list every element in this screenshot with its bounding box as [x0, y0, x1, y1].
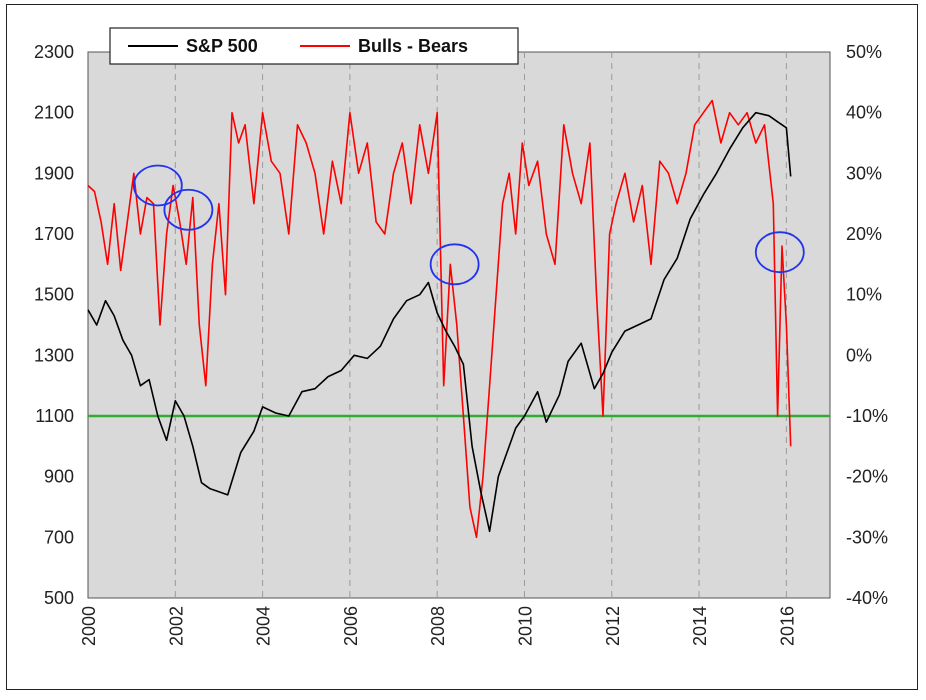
y-right-tick-label: -40% [846, 588, 888, 608]
y-right-tick-label: -30% [846, 527, 888, 547]
y-left-tick-label: 2300 [34, 42, 74, 62]
x-tick-label: 2012 [603, 606, 623, 646]
y-left-tick-label: 1100 [35, 406, 74, 426]
y-right-tick-label: -10% [846, 406, 888, 426]
x-tick-label: 2002 [166, 606, 186, 646]
y-left-tick-label: 700 [44, 527, 74, 547]
y-left-tick-label: 2100 [34, 103, 74, 123]
x-tick-label: 2008 [428, 606, 448, 646]
y-right-tick-label: 50% [846, 42, 882, 62]
plot-area [87, 51, 831, 599]
x-tick-label: 2006 [341, 606, 361, 646]
y-right-tick-label: -20% [846, 467, 888, 487]
y-left-tick-label: 500 [44, 588, 74, 608]
annotation-ellipse [132, 164, 183, 207]
y-right-tick-label: 10% [846, 285, 882, 305]
y-right-tick-label: 20% [846, 224, 882, 244]
series-line-sp500 [87, 111, 792, 533]
annotation-ellipse [163, 188, 214, 231]
legend-label-sp500: S&P 500 [186, 36, 258, 56]
right-axis: 50% 40% 30% 20% 10% 0% -10% -20% -30% -40% [846, 42, 888, 608]
annotation-ellipse [429, 243, 480, 286]
legend-label-bulls-bears: Bulls - Bears [358, 36, 468, 56]
y-left-tick-label: 900 [44, 467, 74, 487]
grid-lines [174, 52, 787, 598]
y-right-tick-label: 0% [846, 345, 872, 365]
y-left-tick-label: 1700 [34, 224, 74, 244]
y-left-tick-label: 1900 [34, 163, 74, 183]
left-axis: 2300 2100 1900 1700 1500 1300 1100 900 700 500 [34, 42, 74, 608]
x-tick-label: 2010 [515, 606, 535, 646]
annotation-ellipse [754, 231, 805, 274]
x-axis: 2000 2002 2004 2006 2008 2010 2012 2014 2016 [79, 606, 797, 646]
y-right-tick-label: 40% [846, 103, 882, 123]
legend: S&P 500 Bulls - Bears [109, 27, 519, 65]
x-tick-label: 2004 [254, 606, 274, 646]
annotation-layer [132, 164, 805, 286]
x-tick-label: 2000 [79, 606, 99, 646]
x-tick-label: 2014 [690, 606, 710, 646]
y-left-tick-label: 1300 [34, 345, 74, 365]
y-left-tick-label: 1500 [34, 285, 74, 305]
y-right-tick-label: 30% [846, 163, 882, 183]
x-tick-label: 2016 [777, 606, 797, 646]
